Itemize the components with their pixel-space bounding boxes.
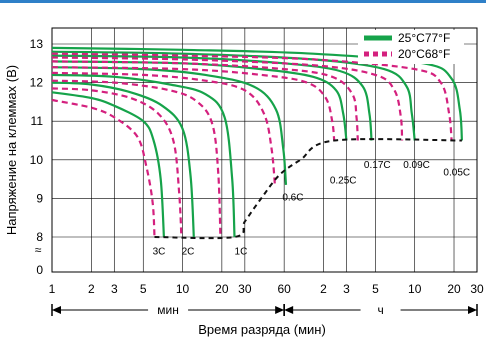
y-tick-label-zero: 0 [36, 263, 43, 277]
x-tick-label-7: 60 [277, 282, 291, 296]
curve-label-3: 0.6C [282, 193, 303, 204]
x-tick-label-0: 1 [49, 282, 56, 296]
curve-label-layer: 3C 2C 1C 0.6C 0.25C 0.17C 0.09C 0.05C [153, 160, 471, 258]
x-tick-label-5: 20 [215, 282, 229, 296]
curve-2C-25c [51, 81, 195, 238]
cutoff-voltage-line [154, 138, 462, 240]
curve-1C-20c [51, 79, 222, 238]
curve-0_25C-20c [51, 66, 336, 141]
x-axis-title: Время разряда (мин) [198, 322, 326, 337]
curve-0_09C-20c [51, 56, 404, 141]
x-tick-label-8: 2 [320, 282, 327, 296]
top-accent-strip [0, 0, 486, 3]
range-label-0: мин [157, 303, 179, 317]
curve-2C-20c [51, 87, 183, 238]
x-tick-label-3: 5 [140, 282, 147, 296]
curve-3C-20c [51, 98, 156, 238]
x-tick-label-6: 30 [238, 282, 252, 296]
y-tick-label-1: 12 [30, 76, 44, 90]
curve-label-5: 0.17C [364, 160, 391, 171]
range-arrow-1: ч [283, 303, 478, 317]
curve-3C-25c [51, 91, 165, 238]
cutoff-layer [154, 138, 462, 240]
legend: 25°C77°F 20°C68°F [358, 30, 464, 64]
y-tick-label-0: 13 [30, 37, 44, 51]
x-tick-label-12: 20 [447, 282, 461, 296]
curve-0_05C-20c [51, 52, 453, 141]
y-axis-title: Напряжение на клеммах (В) [4, 65, 19, 235]
curve-1C-25c [51, 73, 236, 238]
x-tick-label-10: 5 [372, 282, 379, 296]
curve-label-4: 0.25C [330, 175, 357, 186]
curve-label-6: 0.09C [403, 160, 430, 171]
range-arrowhead-left [52, 306, 61, 314]
x-axis: 1 2 3 5 10 20 30 60 2 3 5 10 20 30 мин ч [49, 282, 484, 317]
curve-0_25C-25c [51, 60, 348, 141]
range-arrow-0: мин [51, 303, 285, 317]
range-arrowhead-right [468, 306, 477, 314]
y-axis-break-symbol: ≈ [35, 243, 42, 257]
curve-0_6C-20c [51, 71, 276, 185]
y-tick-label-3: 10 [30, 153, 44, 167]
range-arrowhead-left [284, 306, 294, 314]
grid [51, 28, 478, 272]
plot-area [51, 27, 478, 273]
range-label-1: ч [377, 303, 383, 317]
curve-label-0: 3C [153, 247, 166, 258]
series-layer [51, 46, 463, 238]
curve-label-1: 2C [182, 247, 195, 258]
range-arrowhead-right [275, 306, 285, 314]
x-tick-label-2: 3 [111, 282, 118, 296]
curve-0_17C-25c [51, 54, 373, 141]
x-tick-label-9: 3 [343, 282, 350, 296]
curve-label-7: 0.05C [443, 168, 470, 179]
y-tick-label-4: 9 [36, 191, 43, 205]
x-tick-label-13: 30 [470, 282, 484, 296]
y-tick-label-2: 11 [31, 114, 44, 128]
legend-label-25c: 25°C77°F [398, 31, 450, 45]
y-axis: 13 12 11 10 9 8 0 ≈ [30, 37, 44, 277]
legend-label-20c: 20°C68°F [398, 47, 450, 61]
curve-0_17C-20c [51, 60, 359, 141]
x-tick-label-11: 10 [408, 282, 422, 296]
curve-label-2: 1C [235, 247, 248, 258]
x-tick-label-4: 10 [176, 282, 190, 296]
curve-0_09C-25c [51, 50, 416, 141]
y-tick-label-5: 8 [36, 230, 43, 244]
x-tick-label-1: 2 [88, 282, 95, 296]
